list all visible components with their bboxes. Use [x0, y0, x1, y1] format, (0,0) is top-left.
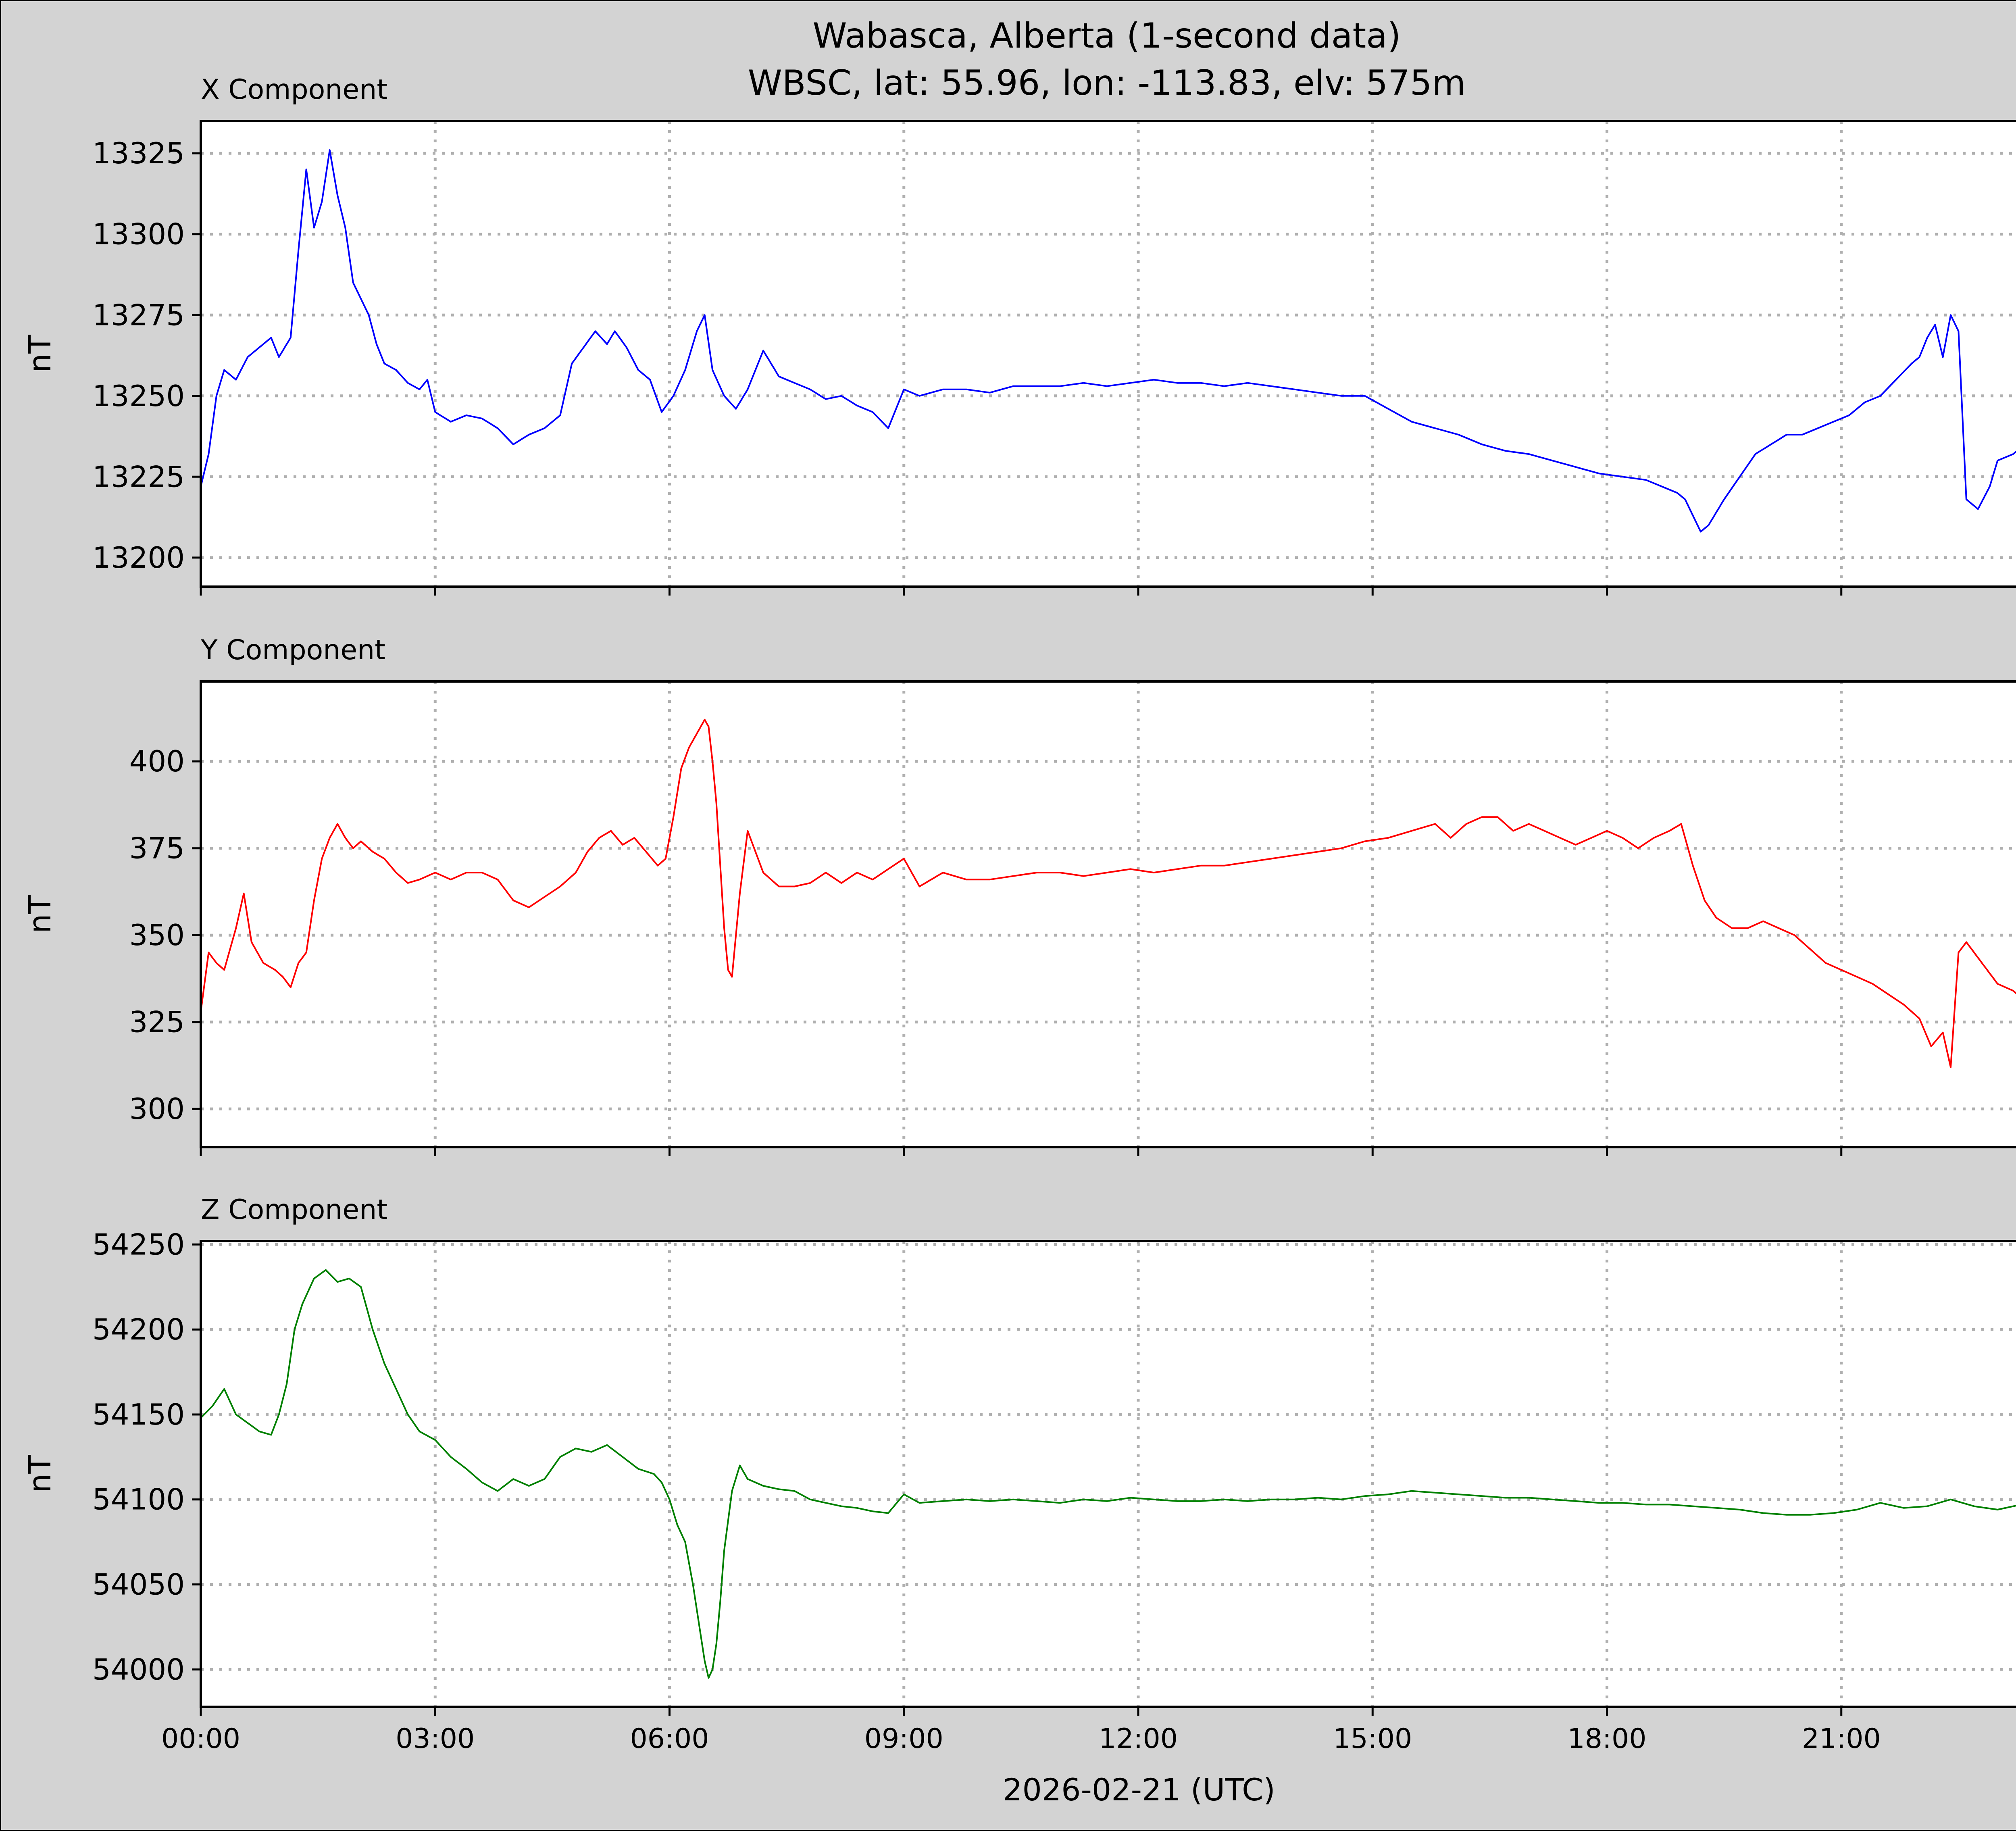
x-tick-label: 21:00: [1802, 1723, 1881, 1755]
y-axis-label: nT: [22, 335, 58, 373]
panel-y-component: 300 325 350 375 400 Y Component nT: [22, 634, 2016, 1156]
panels: 13200 13225 13250 13275 13300 13325 X Componen…: [22, 74, 2016, 1755]
figure-xlabel: 2026-02-21 (UTC): [1003, 1772, 1275, 1808]
y-tick-label: 325: [129, 1005, 185, 1039]
y-axis-label: nT: [22, 1455, 58, 1493]
panel-x-component: 13200 13225 13250 13275 13300 13325 X Componen…: [22, 74, 2016, 596]
y-tick-label: 13275: [92, 298, 185, 332]
panel-title: X Component: [201, 74, 387, 106]
plot-frame: [200, 1240, 2016, 1708]
plot-area: [201, 1241, 2016, 1707]
y-tick-label: 13250: [92, 379, 185, 413]
y-tick-label: 54200: [92, 1312, 185, 1346]
y-axis-label: nT: [22, 895, 58, 933]
y-tick-label: 13300: [92, 217, 185, 251]
x-tick-label: 12:00: [1099, 1723, 1178, 1755]
y-tick-label: 13325: [92, 136, 185, 170]
y-tick-label: 350: [129, 918, 185, 952]
panel-title: Z Component: [201, 1194, 387, 1226]
y-tick-label: 54000: [92, 1652, 185, 1686]
y-tick-label: 400: [129, 744, 185, 778]
x-tick-label: 06:00: [630, 1723, 709, 1755]
plot-frame: [200, 120, 2016, 588]
plot-area: [201, 681, 2016, 1147]
y-tick-label: 13200: [92, 541, 185, 575]
y-tick-label: 54050: [92, 1567, 185, 1601]
plot-area: [201, 121, 2016, 587]
y-tick-label: 13225: [92, 460, 185, 494]
figure-title-line1: Wabasca, Alberta (1-second data): [813, 16, 1401, 56]
x-tick-label: 18:00: [1568, 1723, 1647, 1755]
plot-frame: [200, 680, 2016, 1148]
y-tick-label: 54150: [92, 1398, 185, 1431]
panel-z-component: 00:00 03:00 06:00 09:00 12:00 15:00 18:00 21:00…: [22, 1194, 2016, 1755]
panel-title: Y Component: [200, 634, 385, 666]
y-tick-label: 300: [129, 1092, 185, 1126]
series-line: [201, 149, 2016, 533]
y-tick-label: 54100: [92, 1483, 185, 1516]
series-line: [201, 719, 2016, 1068]
x-tick-label: 15:00: [1333, 1723, 1412, 1755]
figure-title-line2: WBSC, lat: 55.96, lon: -113.83, elv: 575…: [748, 63, 1466, 103]
series-line: [201, 1269, 2016, 1679]
x-tick-label: 09:00: [864, 1723, 943, 1755]
y-tick-label: 54250: [92, 1227, 185, 1261]
x-tick-label: 00:00: [161, 1723, 240, 1755]
x-tick-label: 03:00: [396, 1723, 475, 1755]
y-tick-label: 375: [129, 831, 185, 865]
